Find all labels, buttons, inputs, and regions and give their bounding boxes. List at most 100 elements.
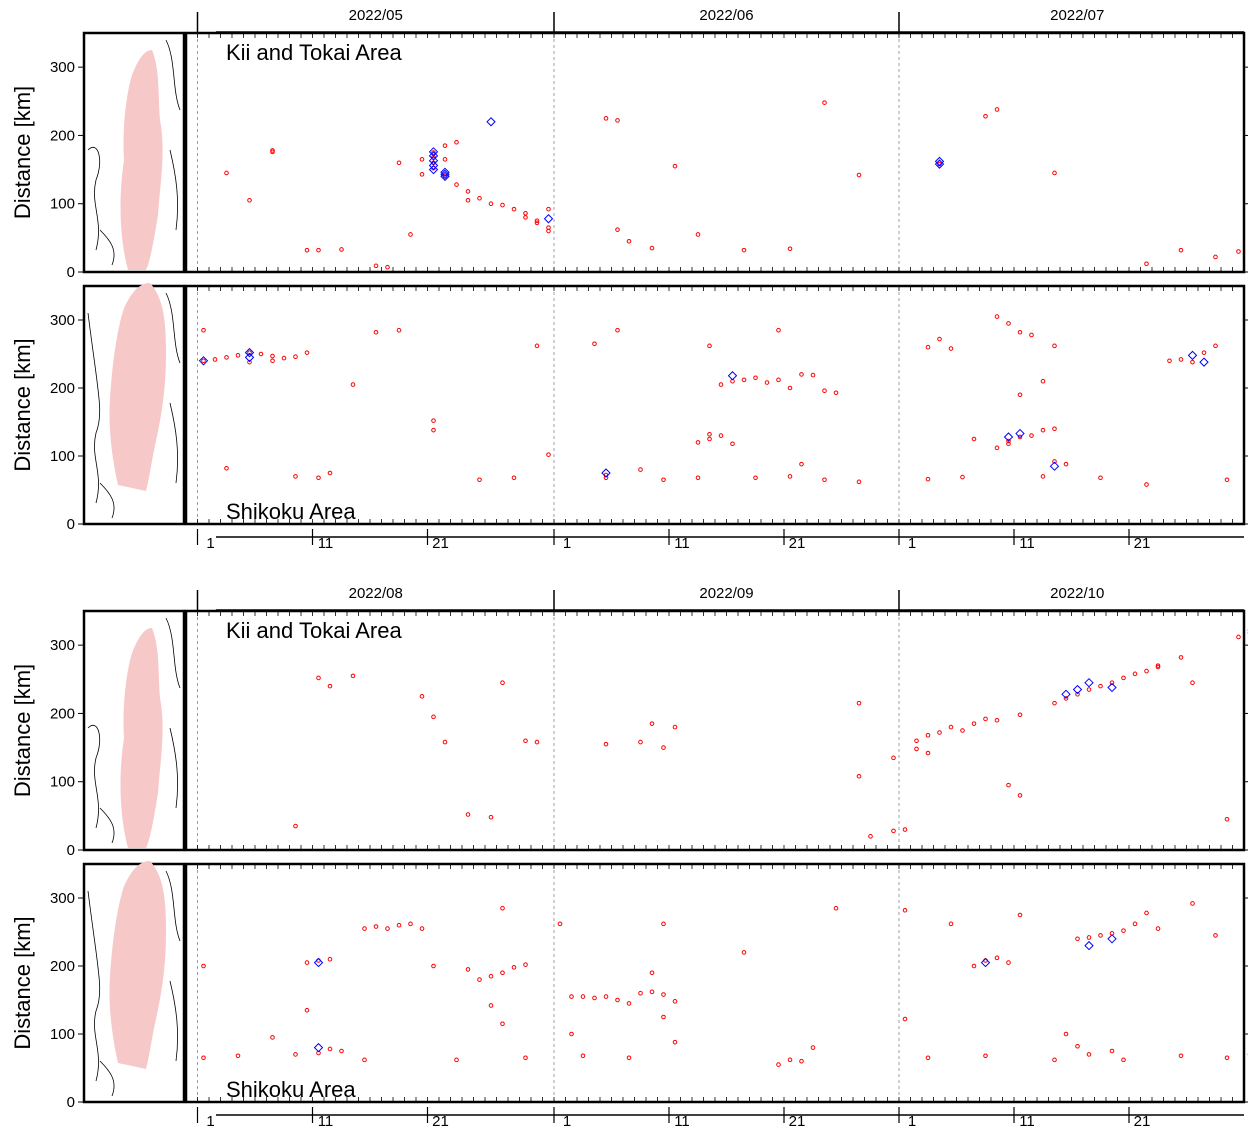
tremor-event-point: [1040, 378, 1046, 384]
tremor-event-point: [983, 1053, 988, 1059]
tremor-event-point: [431, 714, 436, 720]
tremor-event-point: [500, 905, 505, 911]
tremor-event-point: [741, 247, 747, 253]
tremor-event-point: [615, 997, 620, 1003]
tremor-event-point: [799, 372, 804, 377]
tremor-event-point: [258, 351, 264, 357]
tremor-event-point: [1075, 1043, 1080, 1049]
coastline-outline: [87, 292, 181, 519]
tremor-event-point: [281, 355, 287, 361]
month-label: 2022/07: [1050, 7, 1104, 24]
locator-map: [87, 283, 181, 519]
tremor-event-point: [833, 905, 839, 911]
tremor-event-point: [1098, 933, 1103, 938]
tremor-event-point: [270, 149, 275, 155]
tremor-event-point: [971, 721, 977, 726]
panel-title: Shikoku Area: [226, 1077, 356, 1102]
tremor-event-point: [442, 143, 448, 148]
y-tick-label: 200: [50, 705, 75, 722]
vlf-event-point: [1107, 682, 1117, 693]
vlf-event-point: [1072, 684, 1083, 695]
tremor-event-point: [304, 960, 310, 965]
vlf-event-point: [244, 347, 255, 358]
tremor-event-point: [1190, 359, 1195, 365]
vlf-event-point: [601, 468, 611, 478]
tremor-event-point: [212, 357, 218, 362]
tremor-event-point: [362, 926, 367, 931]
coastline-outline: [87, 39, 181, 266]
day-tick-label: 1: [908, 1113, 916, 1129]
tremor-event-point: [1006, 960, 1011, 965]
tremor-event-point: [1224, 816, 1230, 822]
tremor-event-point: [419, 694, 425, 699]
tremor-event-point: [1190, 680, 1195, 686]
tremor-event-point: [776, 377, 781, 383]
tremor-event-point: [718, 382, 724, 387]
tremor-event-point: [822, 477, 827, 483]
tremor-event-point: [454, 182, 459, 187]
vlf-event-point: [934, 156, 945, 167]
tremor-event-point: [672, 724, 678, 730]
tremor-event-point: [1017, 793, 1023, 798]
y-tick-label: 300: [50, 890, 75, 907]
vlf-event-point: [1107, 934, 1117, 944]
vlf-event-point: [1015, 428, 1025, 439]
tremor-event-point: [1052, 426, 1057, 432]
tremor-event-point: [1121, 1057, 1126, 1063]
tremor-event-point: [362, 1057, 367, 1063]
y-tick-label: 100: [50, 448, 75, 465]
tremor-event-point: [304, 1007, 310, 1013]
tremor-event-point: [316, 247, 321, 253]
tremor-event-point: [994, 314, 1000, 319]
locator-map: [87, 617, 181, 848]
tremor-event-point: [1155, 926, 1161, 931]
vlf-event-point: [440, 167, 450, 178]
tremor-event-point: [787, 474, 793, 479]
y-tick-label: 100: [50, 1026, 75, 1043]
tremor-event-point: [431, 427, 436, 433]
tremor-event-point: [661, 1014, 666, 1020]
tremor-event-point: [511, 206, 517, 212]
tremor-event-point: [1075, 936, 1080, 942]
tremor-event-point: [1132, 921, 1138, 927]
tremor-event-point: [316, 675, 321, 681]
tremor-event-point: [695, 232, 701, 237]
tremor-event-point: [672, 999, 678, 1004]
tremor-event-point: [1075, 692, 1080, 697]
tremor-event-point: [1224, 477, 1230, 483]
tremor-event-point: [960, 728, 965, 733]
tremor-event-point: [948, 724, 954, 730]
y-tick-label: 200: [50, 958, 75, 975]
tremor-event-point: [856, 172, 862, 178]
tremor-event-point: [787, 246, 793, 252]
vlf-event-point: [1187, 350, 1198, 361]
tremor-event-point: [994, 955, 1000, 961]
day-tick-label: 1: [908, 535, 916, 552]
tremor-event-point: [247, 350, 252, 355]
month-label: 2022/10: [1050, 585, 1104, 602]
y-tick-label: 100: [50, 774, 75, 791]
tremor-region-shape: [120, 628, 163, 848]
tremor-event-point: [1213, 254, 1218, 260]
day-tick-label: 11: [1019, 535, 1035, 552]
tremor-event-point: [270, 358, 275, 364]
tremor-event-point: [948, 346, 954, 351]
tremor-event-point: [1040, 474, 1046, 479]
tremor-event-point: [419, 172, 425, 177]
tremor-event-point: [557, 921, 563, 927]
tremor-event-point: [1121, 928, 1126, 933]
tremor-event-point: [1178, 357, 1184, 362]
tremor-event-point: [465, 967, 471, 972]
tremor-event-point: [914, 738, 919, 744]
tremor-event-point: [1121, 675, 1126, 681]
tremor-event-point: [523, 215, 528, 220]
tremor-event-point: [419, 926, 425, 931]
tremor-event-point: [1086, 1052, 1092, 1057]
tremor-event-point: [902, 907, 908, 913]
tremor-event-point: [1109, 680, 1115, 686]
tremor-event-point: [925, 732, 931, 738]
tremor-event-point: [396, 922, 402, 928]
tremor-event-point: [201, 358, 206, 364]
tremor-event-point: [971, 963, 977, 969]
